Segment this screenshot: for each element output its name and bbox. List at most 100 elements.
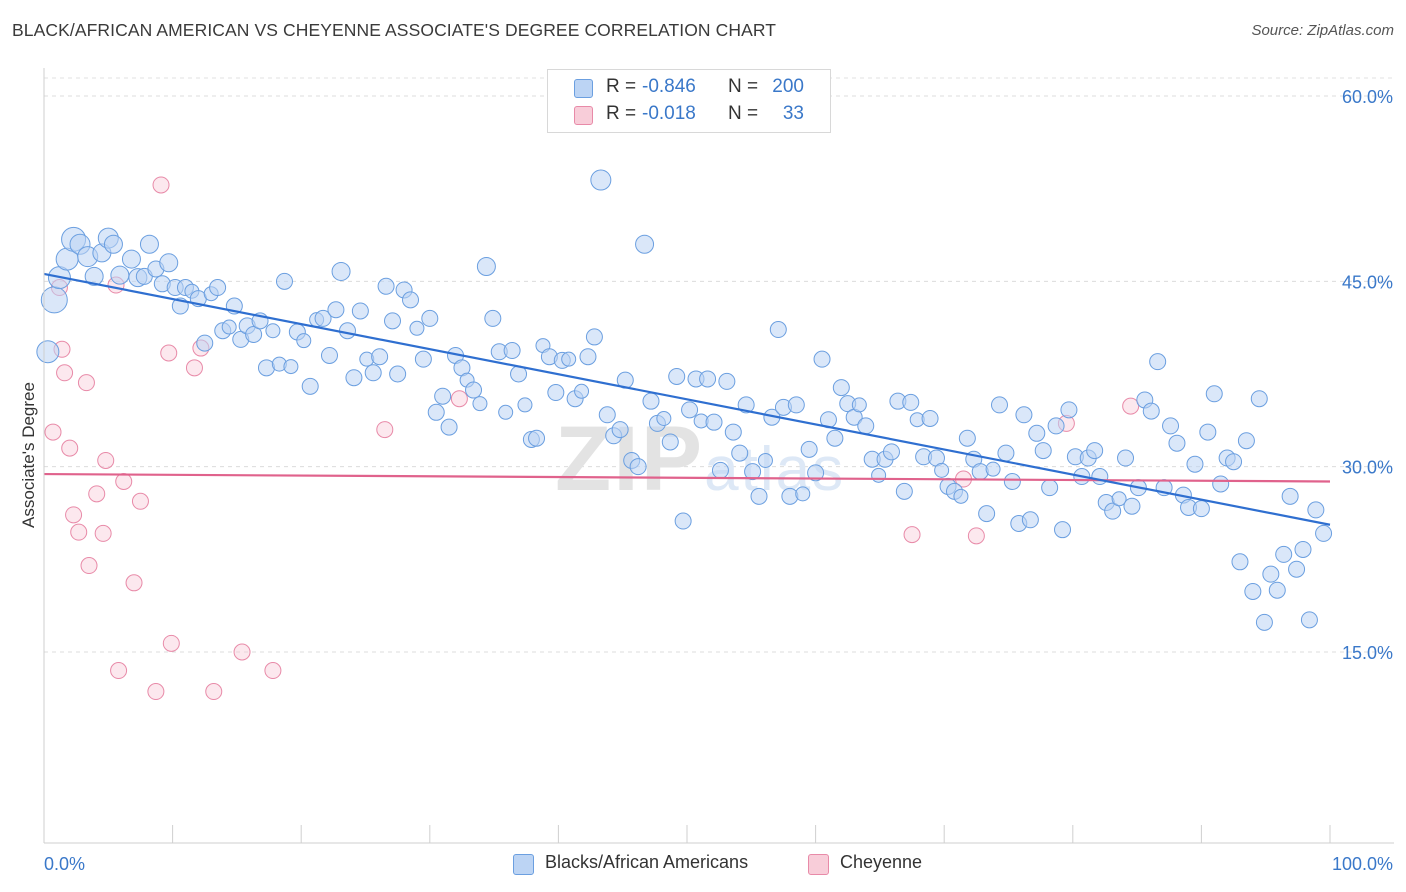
cheyenne-point (185, 359, 203, 377)
black-african-american-point (978, 505, 996, 523)
black-african-american-point (110, 265, 130, 285)
black-african-american-point (1123, 497, 1141, 515)
black-african-american-point (574, 383, 590, 399)
black-african-american-point (598, 406, 616, 424)
black-african-american-point (1199, 423, 1217, 441)
cheyenne-point (264, 662, 282, 680)
black-african-american-point (257, 359, 275, 377)
black-african-american-point (953, 488, 969, 504)
black-african-american-point (409, 320, 425, 336)
bottom-legend-label: Cheyenne (840, 852, 923, 872)
source-label: Source: ZipAtlas.com (1251, 22, 1394, 39)
cheyenne-point (94, 524, 112, 542)
black-african-american-point (1225, 453, 1243, 471)
black-african-american-point (384, 312, 402, 330)
black-african-american-point (1244, 582, 1262, 600)
black-african-american-point (1307, 501, 1325, 519)
black-african-american-point (338, 322, 356, 340)
black-african-american-point (1015, 406, 1033, 424)
legend-n-value: 200 (772, 76, 804, 97)
black-african-american-point (402, 291, 420, 309)
black-african-american-point (1149, 353, 1167, 371)
black-african-american-point (629, 458, 647, 476)
cheyenne-point (147, 683, 165, 701)
cheyenne-point (152, 176, 170, 194)
black-african-american-point (857, 417, 875, 435)
black-african-american-point (1041, 479, 1059, 497)
black-african-american-point (1315, 524, 1333, 542)
black-african-american-point (656, 410, 672, 426)
black-african-american-point (737, 396, 755, 414)
cheyenne-point (115, 472, 133, 490)
legend-r-label: R = (606, 103, 637, 124)
black-african-american-point (674, 512, 692, 530)
black-african-american-point (1212, 475, 1230, 493)
cheyenne-point (162, 634, 180, 652)
cheyenne-point (160, 344, 178, 362)
black-african-american-point (985, 461, 1001, 477)
black-african-american-trend-line (43, 272, 1331, 526)
black-african-american-point (1250, 390, 1268, 408)
black-african-american-point (934, 462, 950, 478)
cheyenne-point (44, 423, 62, 441)
y-axis-label: Associate's Degree (19, 382, 38, 528)
black-african-american-point (121, 249, 141, 269)
black-african-american-point (377, 277, 395, 295)
black-african-american-point (1047, 417, 1065, 435)
black-african-american-point (139, 234, 159, 254)
black-african-american-point (990, 396, 1008, 414)
black-african-american-point (159, 253, 179, 273)
black-african-american-point (1288, 560, 1306, 578)
black-african-american-points (36, 169, 1333, 631)
cheyenne-point (80, 557, 98, 575)
black-african-american-point (795, 486, 811, 502)
black-african-american-point (476, 257, 496, 277)
black-african-american-point (1091, 468, 1109, 486)
black-african-american-point (895, 482, 913, 500)
black-african-american-point (711, 461, 729, 479)
cheyenne-point (903, 526, 921, 544)
black-african-american-point (832, 379, 850, 397)
black-african-american-point (611, 421, 629, 439)
y-tick-label: 45.0% (1342, 272, 1393, 292)
black-african-american-point (642, 392, 660, 410)
black-african-american-point (781, 487, 799, 505)
black-african-american-point (1162, 417, 1180, 435)
black-african-american-point (265, 323, 281, 339)
bottom-legend-swatch-blue (513, 854, 534, 875)
black-african-american-point (414, 350, 432, 368)
bottom-legend-blacks: Blacks/African Americans (513, 852, 793, 876)
black-african-american-point (103, 234, 123, 254)
black-african-american-point (1034, 442, 1052, 460)
black-african-american-point (718, 372, 736, 390)
black-african-american-point (331, 261, 351, 281)
black-african-american-point (1086, 442, 1104, 460)
cheyenne-point (97, 451, 115, 469)
black-african-american-point (750, 487, 768, 505)
black-african-american-point (36, 340, 60, 364)
x-tick-label: 0.0% (44, 854, 85, 874)
black-african-american-point (40, 286, 68, 314)
black-african-american-point (1028, 424, 1046, 442)
cheyenne-point (1122, 397, 1140, 415)
black-african-american-point (209, 279, 227, 297)
legend-swatch-pink (574, 106, 593, 125)
black-african-american-point (757, 452, 773, 468)
cheyenne-point (88, 485, 106, 503)
legend-r-value: -0.018 (642, 103, 696, 124)
legend-r-label: R = (606, 76, 637, 97)
black-african-american-point (871, 467, 887, 483)
black-african-american-point (1262, 565, 1280, 583)
black-african-american-point (484, 309, 502, 327)
black-african-american-point (902, 393, 920, 411)
cheyenne-point (110, 662, 128, 680)
chart-title: BLACK/AFRICAN AMERICAN VS CHEYENNE ASSOC… (12, 20, 777, 40)
black-african-american-point (800, 440, 818, 458)
black-african-american-point (421, 309, 439, 327)
black-african-american-point (245, 325, 263, 343)
black-african-american-point (434, 387, 452, 405)
black-african-american-point (320, 346, 338, 364)
cheyenne-point (77, 374, 95, 392)
black-african-american-point (579, 348, 597, 366)
